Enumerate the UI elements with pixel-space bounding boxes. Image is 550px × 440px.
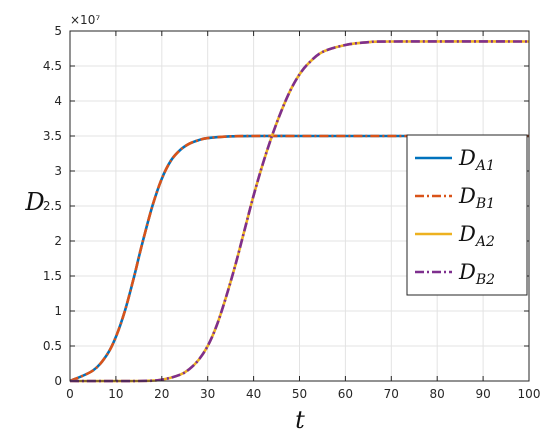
x-tick-label: 70 (384, 387, 399, 401)
x-tick-label: 0 (66, 387, 74, 401)
x-tick-label: 60 (338, 387, 353, 401)
x-tick-labels: 0 10 20 30 40 50 60 70 80 90 100 (66, 387, 540, 401)
y-tick-label: 3.5 (43, 129, 62, 143)
x-tick-label: 80 (430, 387, 445, 401)
series-line-d-b1 (69, 134, 529, 383)
x-tick-label: 10 (108, 387, 123, 401)
legend-entry-d-b2: DB2 (458, 260, 495, 288)
x-tick-label: 30 (200, 387, 215, 401)
y-exponent-label: ×10⁷ (70, 13, 100, 27)
axis-ticks (69, 30, 530, 382)
legend-entry-d-a2: DA2 (458, 222, 495, 250)
legend: DA1 DB1 DA2 DB2 (406, 134, 528, 296)
x-axis-label: t (295, 406, 305, 434)
y-axis-label: D (24, 188, 44, 216)
y-tick-label: 2.5 (43, 199, 62, 213)
y-tick-label: 0 (54, 374, 62, 388)
y-tick-label: 4.5 (43, 59, 62, 73)
legend-entry-d-a1: DA1 (458, 146, 495, 174)
y-tick-label: 4 (54, 94, 62, 108)
series-line-d-b2 (69, 40, 530, 383)
y-tick-label: 0.5 (43, 339, 62, 353)
y-tick-label: 3 (54, 164, 62, 178)
legend-box (406, 134, 528, 296)
y-tick-labels: 0 0.5 1 1.5 2 2.5 3 3.5 4 4.5 5 (43, 24, 62, 388)
x-tick-label: 20 (154, 387, 169, 401)
legend-entry-d-b1: DB1 (458, 184, 495, 212)
y-tick-label: 2 (54, 234, 62, 248)
x-tick-label: 100 (518, 387, 541, 401)
x-tick-label: 40 (246, 387, 261, 401)
x-tick-label: 90 (475, 387, 490, 401)
x-tick-label: 50 (292, 387, 307, 401)
y-tick-label: 1.5 (43, 269, 62, 283)
y-tick-label: 5 (54, 24, 62, 38)
series-lines (69, 40, 530, 383)
y-tick-label: 1 (54, 304, 62, 318)
